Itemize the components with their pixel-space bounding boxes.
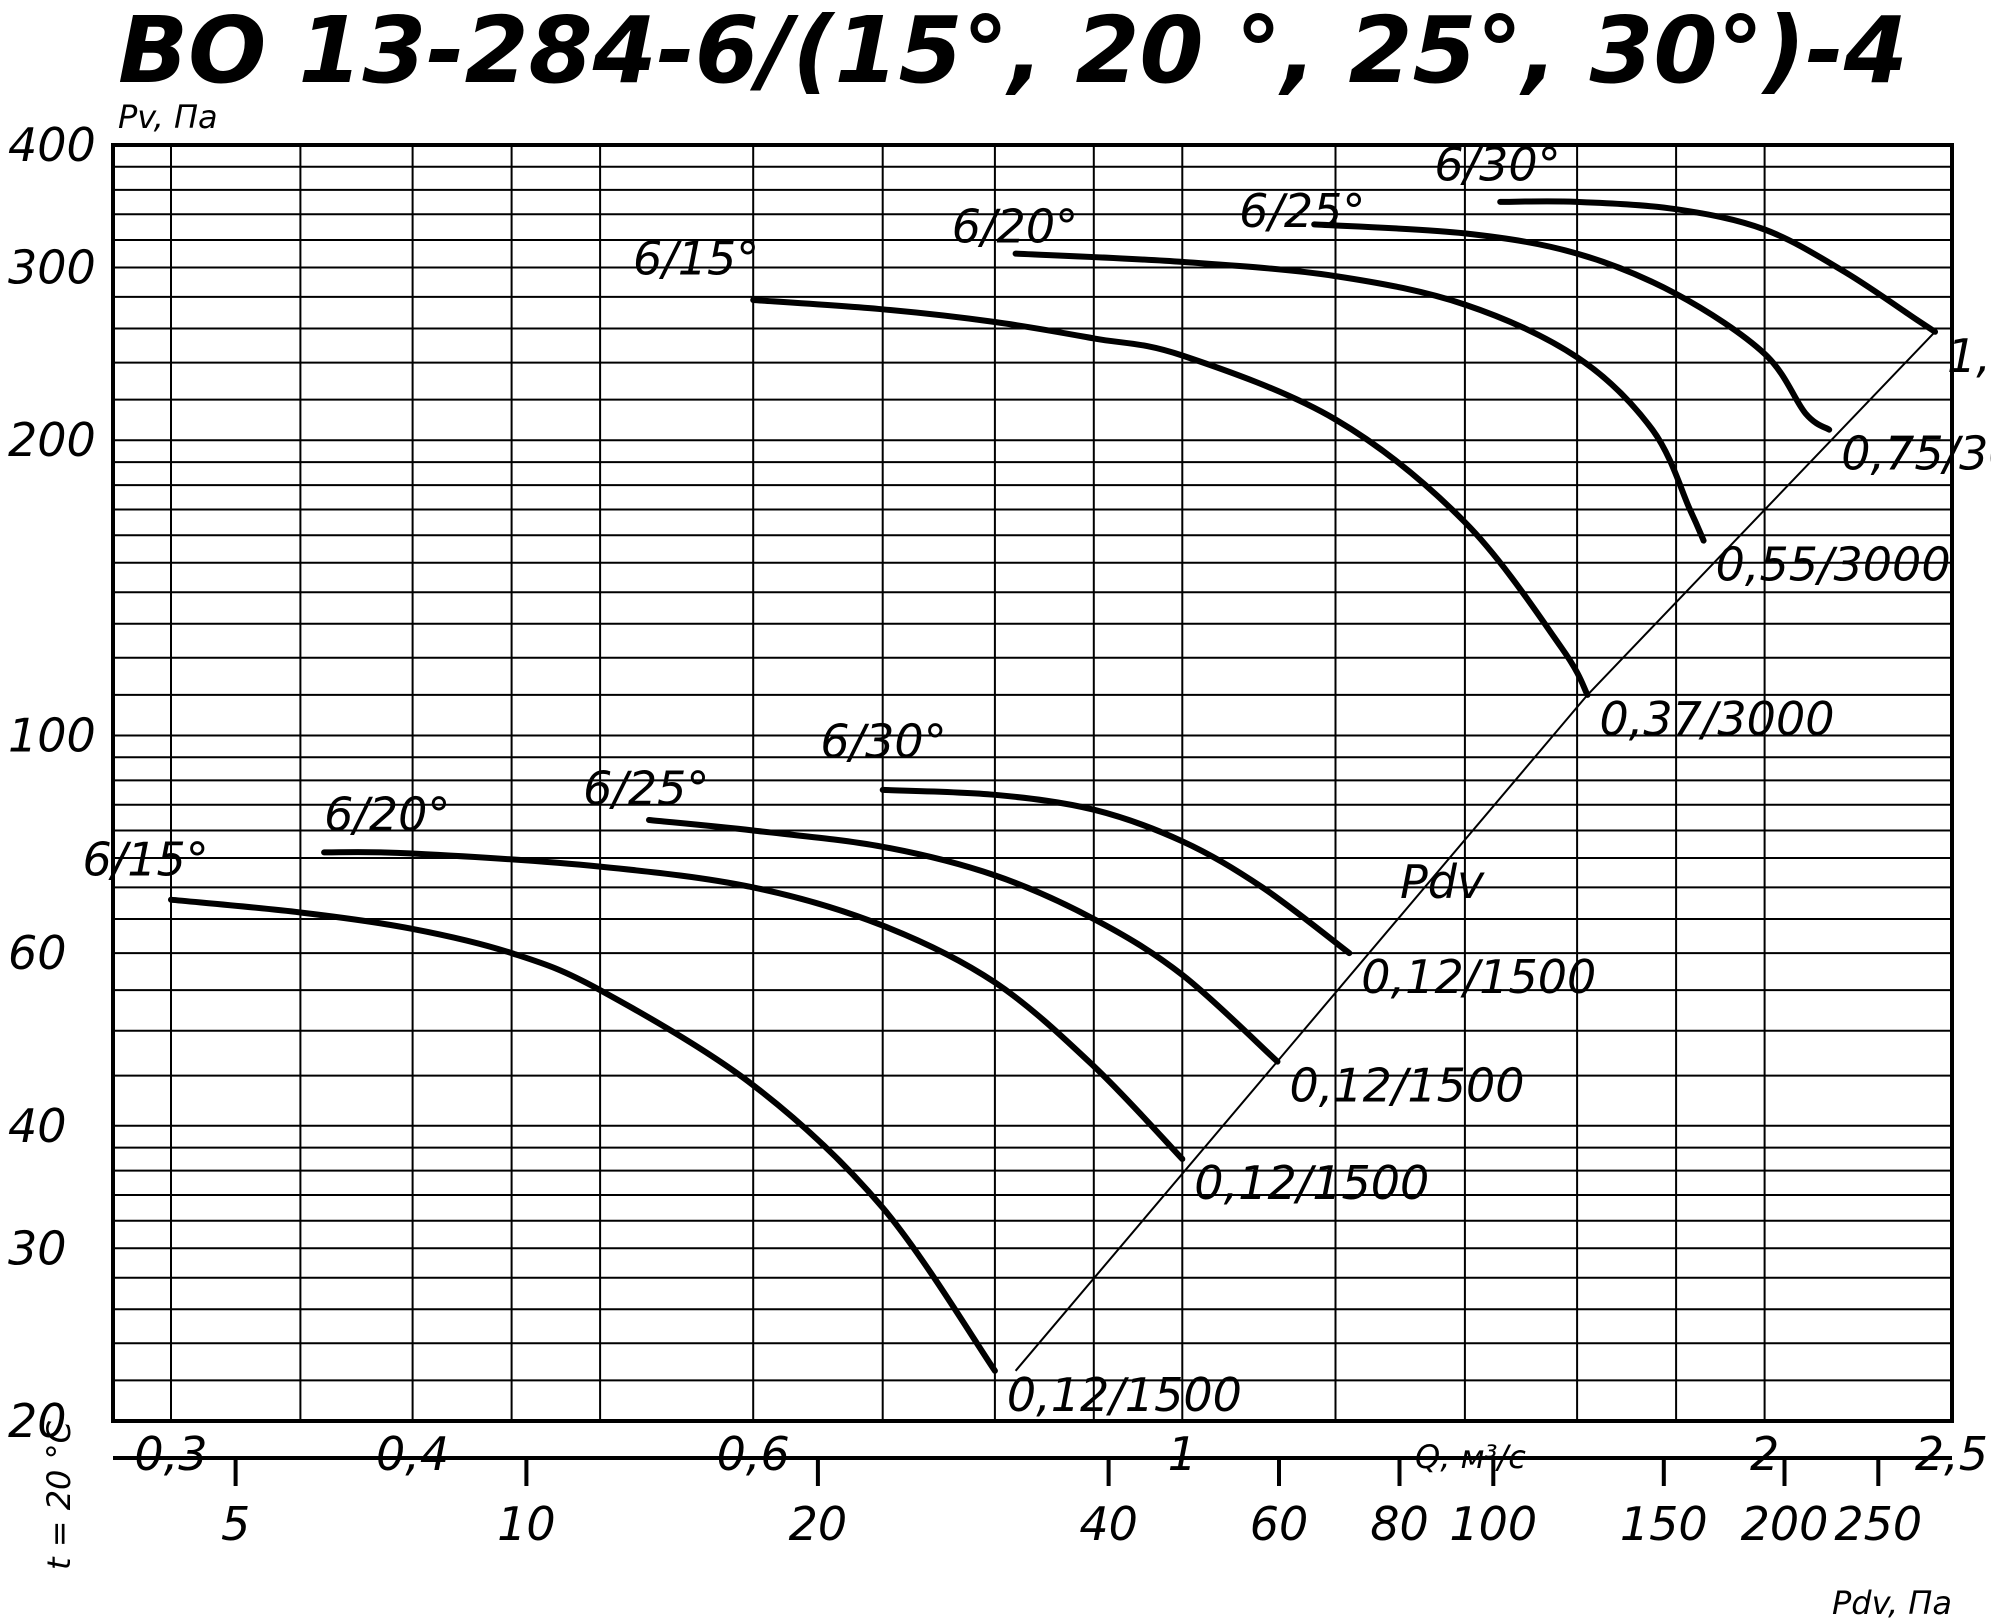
plot-frame [111,143,1954,1423]
pdv-axis-ticks: 5 10 20 40 60 80 100 150 200 250 [221,1458,1922,1551]
performance-curve [168,896,998,1374]
y-axis-label: Pv, Па [118,98,218,136]
x-tick-label: 2 [1750,1427,1779,1481]
performance-curve [1311,221,1833,433]
x-tick-label: 2,5 [1915,1427,1988,1481]
curve-name-label: 6/25° [1239,184,1365,238]
curve-motor-label: 1,1/3000 [1947,329,1991,383]
performance-curve [1012,250,1707,544]
pdv-tick-label: 40 [1079,1497,1138,1551]
pdv-axis-label: Pdv, Па [1832,1584,1952,1622]
pdv-line [1586,331,1936,696]
performance-curve [646,817,1281,1065]
pdv-tick-label: 200 [1741,1497,1829,1551]
curve-motor-label: 0,12/1500 [1361,950,1596,1004]
y-tick-label: 200 [8,413,96,467]
vertical-gridlines [170,145,1766,1421]
x-tick-label: 0,3 [134,1427,207,1481]
pdv-reference-lines [1014,331,1936,1372]
y-tick-label: 300 [8,241,96,295]
x-tick-label: 1 [1168,1427,1197,1481]
y-tick-label: 400 [8,118,96,172]
performance-curve [321,849,1186,1162]
curve-motor-label: 0,37/3000 [1600,692,1835,746]
pdv-tick-label: 60 [1250,1497,1309,1551]
curve-name-label: 6/25° [583,762,709,816]
horizontal-gridlines [113,144,1952,1382]
y-tick-label: 100 [8,709,96,763]
curve-motor-label: 0,75/3000 [1841,427,1991,481]
y-tick-label: 20 [8,1394,67,1448]
curve-name-label: 6/20° [952,200,1078,254]
performance-curve [1497,198,1938,335]
pdv-line [1014,694,1589,1372]
pdv-tick-label: 5 [221,1497,250,1551]
y-tick-label: 60 [8,926,67,980]
curve-motor-label: 0,12/1500 [1194,1156,1429,1210]
pdv-tick-label: 250 [1834,1497,1922,1551]
y-tick-labels: 20 30 40 60 100 200 300 400 [8,118,96,1448]
curve-name-label: 6/30° [820,714,946,768]
side-temperature-label: t = 20 °C [40,1420,78,1570]
curve-name-label: 6/15° [83,832,209,886]
pdv-tick-label: 100 [1449,1497,1537,1551]
curve-motor-label: 0,12/1500 [1007,1368,1242,1422]
curve-name-label: 6/15° [633,232,759,286]
curve-motor-label: 0,12/1500 [1290,1059,1525,1113]
curve-name-label: 6/30° [1434,138,1560,192]
performance-curve [750,297,1591,698]
curve-name-label: 6/20° [324,788,450,842]
x-tick-labels: 0,3 0,4 0,6 1 2 2,5 [134,1427,1988,1481]
curve-motor-label: 0,55/3000 [1716,538,1951,592]
pdv-tick-label: 20 [789,1497,848,1551]
pdv-tick-label: 150 [1620,1497,1708,1551]
pdv-tick-label: 80 [1370,1497,1429,1551]
pdv-tick-label: 10 [497,1497,556,1551]
y-tick-label: 40 [8,1099,67,1153]
performance-curves: 6/15° 0,12/1500 6/20° 0,12/1500 6/25° 0,12/15… [83,138,1991,1422]
performance-curve [879,786,1353,957]
x-tick-label: 0,4 [376,1427,449,1481]
pdv-line-label: Pdv [1400,855,1485,909]
y-tick-label: 30 [8,1221,67,1275]
x-tick-label: 0,6 [717,1427,790,1481]
chart-title: ВО 13-284-6/(15°, 20 °, 25°, 30°)-4 [118,0,1908,104]
